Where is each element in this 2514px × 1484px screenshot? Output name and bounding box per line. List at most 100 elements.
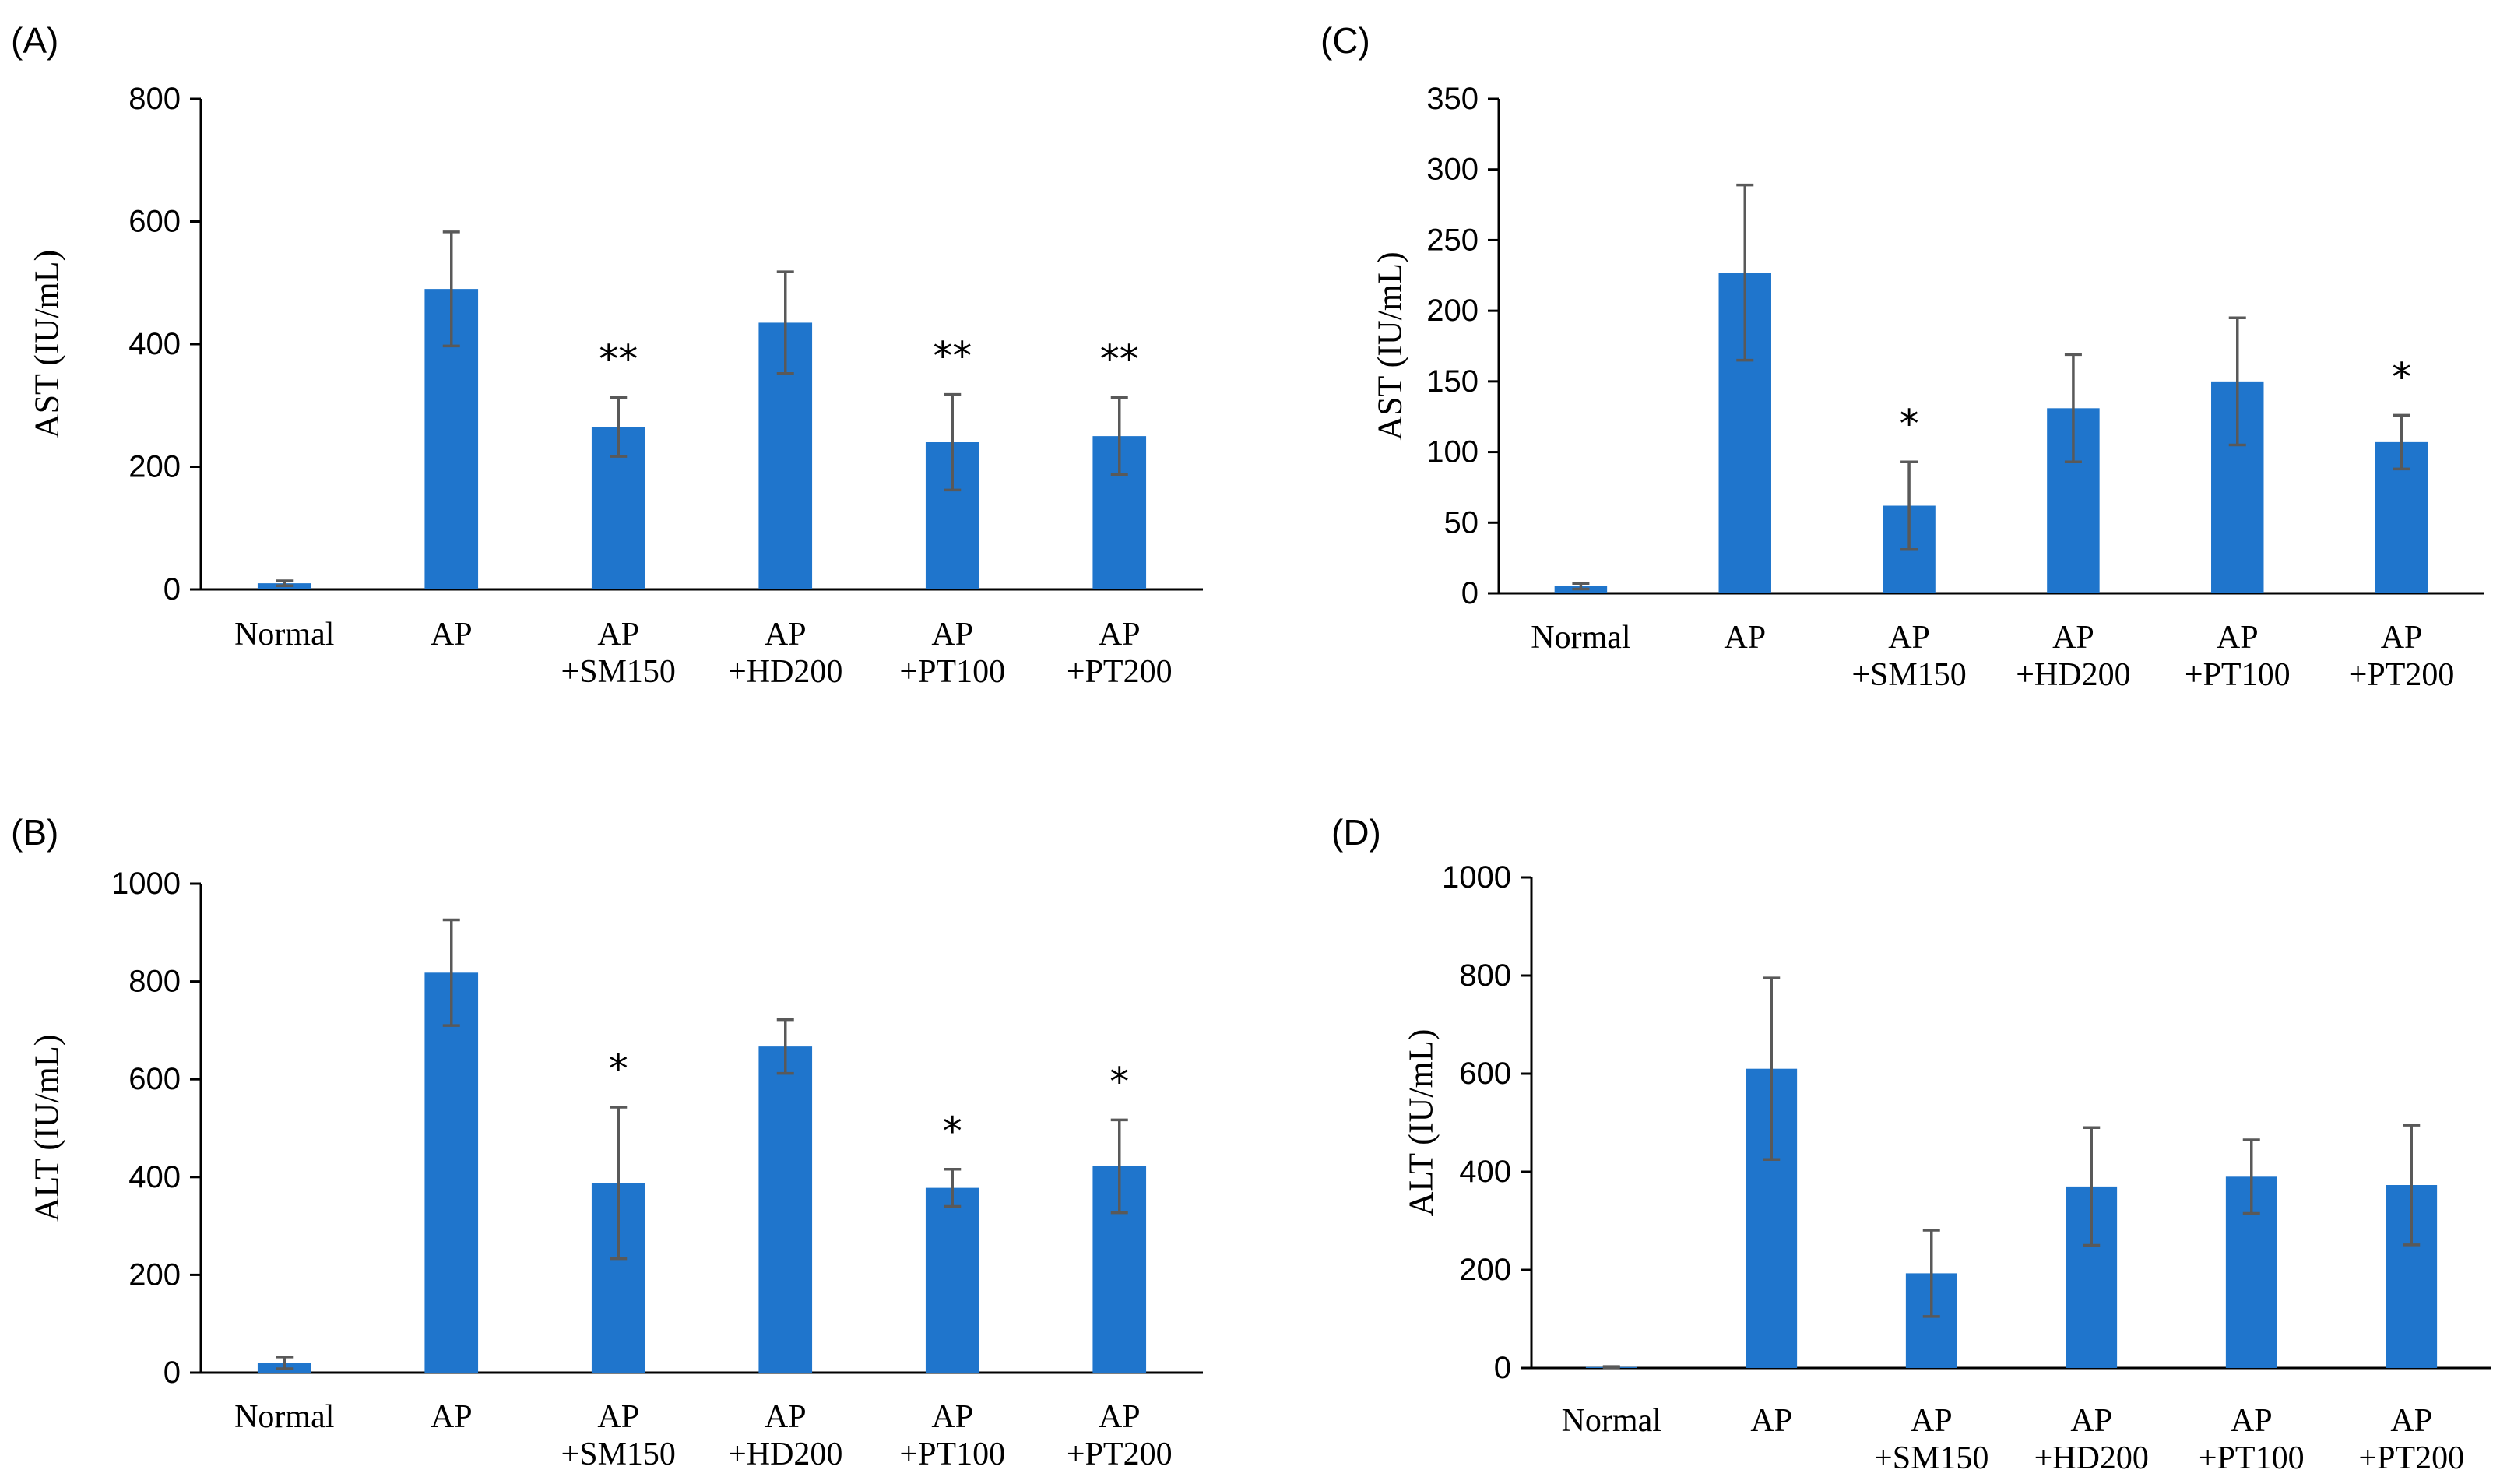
category-label: AP bbox=[765, 617, 807, 652]
error-bar-6 bbox=[1110, 396, 1128, 476]
category-label: AP bbox=[931, 1399, 973, 1435]
y-tick-label: 350 bbox=[1426, 82, 1479, 116]
significance-marker: * bbox=[2392, 354, 2411, 399]
category-label: AP bbox=[1888, 620, 1930, 656]
chart-panel-d: (D) ALT (IU/mL) 0 200 400 600 800 1000 Normal AP A… bbox=[1331, 812, 2491, 1476]
category-label: Normal bbox=[234, 617, 334, 652]
y-tick-label: 600 bbox=[128, 1062, 181, 1096]
category-label: AP bbox=[597, 1399, 639, 1435]
significance-marker: ** bbox=[1100, 337, 1139, 382]
error-bar-2 bbox=[1736, 183, 1754, 362]
category-label: AP bbox=[1099, 1399, 1141, 1435]
panel-label: (D) bbox=[1331, 812, 1381, 853]
y-tick-label: 800 bbox=[128, 82, 181, 116]
significance-marker: * bbox=[943, 1109, 962, 1154]
category-label: +SM150 bbox=[1874, 1440, 1988, 1476]
y-tick-label: 600 bbox=[128, 205, 181, 239]
category-label: AP bbox=[2231, 1403, 2273, 1439]
category-label: +SM150 bbox=[561, 1437, 676, 1472]
error-bar-4 bbox=[776, 270, 794, 375]
category-label: +HD200 bbox=[2034, 1440, 2149, 1476]
error-bar-6 bbox=[2403, 1124, 2421, 1247]
error-bar-2 bbox=[442, 918, 460, 1027]
error-bar-2 bbox=[442, 230, 460, 348]
category-label: AP bbox=[2381, 620, 2423, 656]
y-tick-label: 400 bbox=[128, 327, 181, 361]
category-label: +PT100 bbox=[2185, 657, 2291, 693]
error-bar-3 bbox=[1922, 1229, 1940, 1318]
significance-marker: * bbox=[1900, 401, 1919, 446]
y-tick-label: 150 bbox=[1426, 364, 1479, 399]
y-tick-label: 50 bbox=[1444, 505, 1479, 540]
y-tick-label: 0 bbox=[1494, 1351, 1511, 1385]
category-label: +HD200 bbox=[2016, 657, 2130, 693]
y-tick-label: 200 bbox=[1459, 1253, 1511, 1287]
category-label: AP bbox=[931, 617, 973, 652]
error-bar-3 bbox=[610, 1106, 628, 1261]
category-label: AP bbox=[1911, 1403, 1953, 1439]
error-bar-1 bbox=[1602, 1365, 1620, 1370]
y-tick-label: 400 bbox=[1459, 1155, 1511, 1189]
y-tick-label: 1000 bbox=[111, 867, 181, 901]
y-axis-label: ALT (IU/mL) bbox=[1402, 1029, 1440, 1217]
y-tick-label: 800 bbox=[128, 965, 181, 999]
y-tick-label: 300 bbox=[1426, 153, 1479, 187]
error-bar-3 bbox=[610, 396, 628, 458]
y-tick-label: 200 bbox=[1426, 294, 1479, 328]
y-axis-label: AST (IU/mL) bbox=[1371, 251, 1409, 440]
y-tick-label: 200 bbox=[128, 450, 181, 484]
category-label: +PT100 bbox=[2199, 1440, 2305, 1476]
significance-marker: * bbox=[609, 1046, 628, 1092]
y-axis-label: ALT (IU/mL) bbox=[28, 1035, 66, 1222]
panel-label: (C) bbox=[1320, 20, 1370, 61]
y-tick-label: 400 bbox=[128, 1160, 181, 1194]
category-label: AP bbox=[431, 617, 473, 652]
bar-4 bbox=[758, 1046, 813, 1373]
error-bar-2 bbox=[1763, 976, 1781, 1161]
category-label: +PT200 bbox=[1067, 654, 1173, 690]
category-label: Normal bbox=[1531, 620, 1630, 656]
category-label: AP bbox=[2052, 620, 2094, 656]
category-label: +HD200 bbox=[728, 1437, 842, 1472]
significance-marker: * bbox=[1109, 1059, 1129, 1104]
y-tick-label: 600 bbox=[1459, 1057, 1511, 1091]
chart-panel-c: (C) AST (IU/mL) 0 50 100 150 200 250 300 350 Norma… bbox=[1320, 20, 2484, 693]
bar-2 bbox=[424, 972, 479, 1373]
error-bar-1 bbox=[276, 1356, 294, 1370]
category-label: AP bbox=[2217, 620, 2259, 656]
error-bar-4 bbox=[2064, 353, 2082, 464]
error-bar-6 bbox=[2393, 413, 2410, 471]
category-label: AP bbox=[765, 1399, 807, 1435]
category-label: AP bbox=[2390, 1403, 2432, 1439]
error-bar-5 bbox=[2228, 316, 2246, 447]
error-bar-5 bbox=[944, 392, 962, 492]
category-label: +PT100 bbox=[899, 1437, 1005, 1472]
y-tick-label: 0 bbox=[163, 572, 181, 607]
y-tick-label: 100 bbox=[1426, 435, 1479, 469]
category-label: +SM150 bbox=[1851, 657, 1966, 693]
error-bar-4 bbox=[776, 1018, 794, 1075]
category-label: +PT200 bbox=[2349, 657, 2455, 693]
panel-label: (B) bbox=[11, 812, 58, 853]
category-label: AP bbox=[597, 617, 639, 652]
error-bar-3 bbox=[1900, 460, 1918, 551]
error-bar-5 bbox=[944, 1168, 962, 1208]
category-label: AP bbox=[1724, 620, 1766, 656]
chart-panel-b: (B) ALT (IU/mL) 0 200 400 600 800 1000 Normal AP A… bbox=[11, 812, 1203, 1472]
category-label: +PT100 bbox=[899, 654, 1005, 690]
significance-marker: ** bbox=[599, 337, 638, 382]
error-bar-1 bbox=[276, 579, 294, 588]
error-bar-5 bbox=[2242, 1138, 2260, 1215]
error-bar-6 bbox=[1110, 1118, 1128, 1215]
y-tick-label: 250 bbox=[1426, 223, 1479, 257]
panel-label: (A) bbox=[11, 20, 58, 61]
category-label: AP bbox=[431, 1399, 473, 1435]
category-label: AP bbox=[1750, 1403, 1792, 1439]
y-tick-label: 200 bbox=[128, 1257, 181, 1292]
error-bar-1 bbox=[1572, 582, 1590, 591]
error-bar-4 bbox=[2083, 1126, 2101, 1247]
category-label: +PT200 bbox=[1067, 1437, 1173, 1472]
category-label: AP bbox=[1099, 617, 1141, 652]
